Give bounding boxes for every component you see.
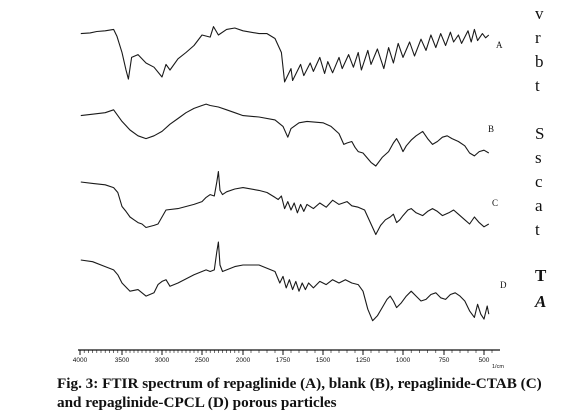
spectrum-label-b: B <box>488 124 494 134</box>
spectra-layer <box>80 26 490 322</box>
side-text-fragment: t <box>535 76 540 95</box>
x-tick-label: 3500 <box>115 357 130 364</box>
spectrum-labels: A B C D <box>488 40 507 290</box>
side-text-fragment: t <box>535 220 540 239</box>
spectrum-line-d <box>80 241 490 322</box>
x-tick-label: 1000 <box>396 357 411 364</box>
x-axis: 4000 3500 3000 2500 2000 1750 1500 1250 1000 750 5… <box>73 349 504 370</box>
x-tick-label: 750 <box>439 357 450 364</box>
side-text-fragment: A <box>535 292 547 311</box>
spectrum-line-c <box>80 170 490 236</box>
side-text-fragment: b <box>535 52 544 71</box>
figure-caption: Fig. 3: FTIR spectrum of repaglinide (A)… <box>57 375 542 411</box>
x-axis-unit-label: 1/cm <box>492 364 504 370</box>
side-text-fragment: S <box>535 124 545 143</box>
x-tick-label: 2500 <box>195 357 210 364</box>
spectrum-label-c: C <box>492 198 498 208</box>
side-text-fragment: a <box>535 196 543 215</box>
spectrum-label-a: A <box>496 40 503 50</box>
x-tick-label: 500 <box>479 357 490 364</box>
x-tick-label: 1750 <box>276 357 291 364</box>
spectrum-label-d: D <box>500 280 507 290</box>
side-text-fragment: T <box>535 266 547 285</box>
x-tick-label: 4000 <box>73 357 88 364</box>
x-tick-label: 1250 <box>356 357 371 364</box>
x-tick-label: 1500 <box>316 357 331 364</box>
spectrum-line-a <box>80 26 490 83</box>
side-text-fragment: r <box>535 28 541 47</box>
side-text-fragment: v <box>535 4 544 23</box>
spectrum-line-b <box>80 103 490 167</box>
x-tick-label: 2000 <box>236 357 251 364</box>
x-tick-label: 3000 <box>155 357 170 364</box>
side-text-fragment: s <box>535 148 542 167</box>
side-text-fragment: c <box>535 172 543 191</box>
